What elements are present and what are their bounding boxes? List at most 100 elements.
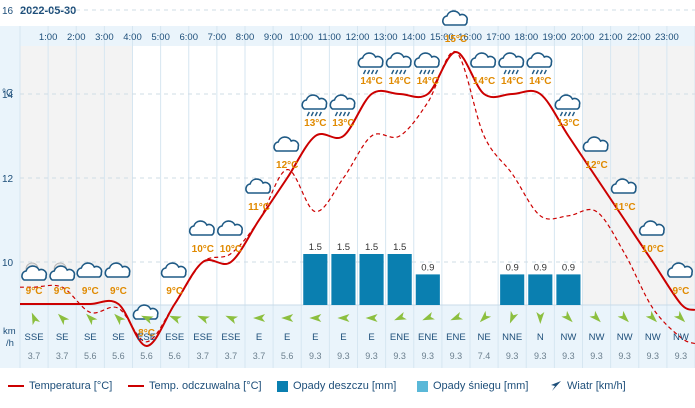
rain-cloud-icon [357,52,384,75]
legend-feels-like: Temp. odczuwalna [°C] [128,380,262,392]
wind-arrow-shape [253,314,266,322]
wind-direction-arrow [309,314,322,322]
cloud-icon [442,10,468,26]
wind-direction-arrow [253,314,266,322]
temp-label: 8°C [138,328,155,339]
cloud-icon [273,136,300,152]
hour-label: 5:00 [151,32,170,43]
rain-drop [431,69,435,75]
cloud-shape [385,52,412,68]
wind-arrow-shape [141,315,154,324]
wind-direction-arrow [617,310,629,323]
temp-label: 9°C [673,286,690,297]
wind-direction-arrow [394,312,407,321]
wind-arrow-shape [422,312,435,321]
hour-label: 17:00 [486,32,510,43]
wind-direction-label: NW [617,332,633,343]
wind-direction-label: E [256,332,262,343]
wind-speed-label: 9.3 [534,351,547,361]
hour-label: 15:00 [430,32,454,43]
hour-label: 10:00 [289,32,313,43]
wind-arrow-shape [365,314,378,322]
rain-cloud-icon [301,94,328,117]
rain-value-label: 1.5 [365,242,378,253]
rain-cloud-icon [554,94,581,117]
chart-legend: Temperatura [°C] Temp. odczuwalna [°C] O… [0,372,695,408]
temp-label: 10°C [192,244,214,255]
temp-label: 12°C [276,160,298,171]
rain-drop [366,69,371,75]
wind-speed-label: 9.3 [422,351,435,361]
rain-drop [310,111,314,117]
cloud-shape [667,262,693,278]
cloud-shape [470,52,497,68]
wind-direction-arrow [509,310,519,324]
hour-label: 16:00 [458,32,482,43]
wind-speed-label: 9.3 [365,351,378,361]
legend-rain-label: Opady deszczu [mm] [293,380,397,392]
rain-value-label: 0.9 [506,262,519,273]
wind-direction-label: NW [589,332,605,343]
temp-label: 13°C [332,118,354,129]
cloud-icon [217,220,243,236]
cloud-icon [638,220,665,236]
wind-direction-label: NE [477,332,490,343]
wind-direction-arrow [673,310,686,323]
legend-snow: Opady śniegu [mm] [417,380,528,392]
wind-direction-arrow [197,315,210,324]
wind-direction-arrow [86,313,98,326]
hour-label: 18:00 [514,32,538,43]
wind-unit-h: /h [6,338,14,349]
wind-arrow-shape [617,310,629,323]
temp-label: 14°C [501,76,523,87]
hour-label: 7:00 [208,32,227,43]
temp-label: 15°C [445,34,467,45]
rain-bar [303,254,328,305]
rain-drop [318,111,322,117]
temp-label: 13°C [557,118,579,129]
wind-direction-arrow [589,310,601,323]
cloud-shape [526,52,553,68]
cloud-icon [132,304,159,320]
wind-arrow-shape [31,312,41,326]
legend-feels-like-swatch [128,385,144,387]
cloud-icon [470,52,497,68]
wind-direction-label: ESE [165,332,184,343]
wind-direction-arrow [365,314,378,322]
hour-label: 12:00 [346,32,370,43]
wind-direction-arrow [225,315,239,324]
rain-drop [539,69,543,75]
wind-direction-label: ESE [137,332,156,343]
wind-arrow-shape [225,315,239,324]
rain-value-label: 1.5 [393,242,406,253]
hour-label: 20:00 [571,32,595,43]
y-axis-panel [0,26,20,368]
temperature-line [19,50,695,348]
legend-wind-label: Wiatr [km/h] [567,380,626,392]
hour-label: 3:00 [95,32,114,43]
rain-drop [567,111,572,117]
cloud-shape [217,220,243,236]
wind-direction-label: N [537,332,544,343]
wind-arrow-shape [450,312,464,321]
rain-value-label: 0.9 [421,262,434,273]
wind-speed-label: 7.4 [478,351,491,361]
wind-speed-label: 3.7 [28,351,41,361]
wind-speed-label: 3.7 [56,351,69,361]
temp-label: 9°C [54,286,71,297]
wind-direction-arrow [169,315,182,324]
hour-label: 9:00 [264,32,283,43]
wind-direction-label: SE [84,332,97,343]
wind-speed-label: 9.3 [450,351,463,361]
hour-label: 22:00 [627,32,651,43]
cloud-icon [104,262,131,278]
hour-label: 19:00 [542,32,566,43]
wind-direction-label: ENE [390,332,410,343]
rain-drop [503,69,507,75]
partly-cloudy-night-icon [49,262,76,281]
rain-drop [338,111,343,117]
wind-unit-km: km [3,326,16,337]
temp-label: 11°C [614,202,636,213]
rain-drop [507,69,511,75]
rain-drop [531,69,535,75]
